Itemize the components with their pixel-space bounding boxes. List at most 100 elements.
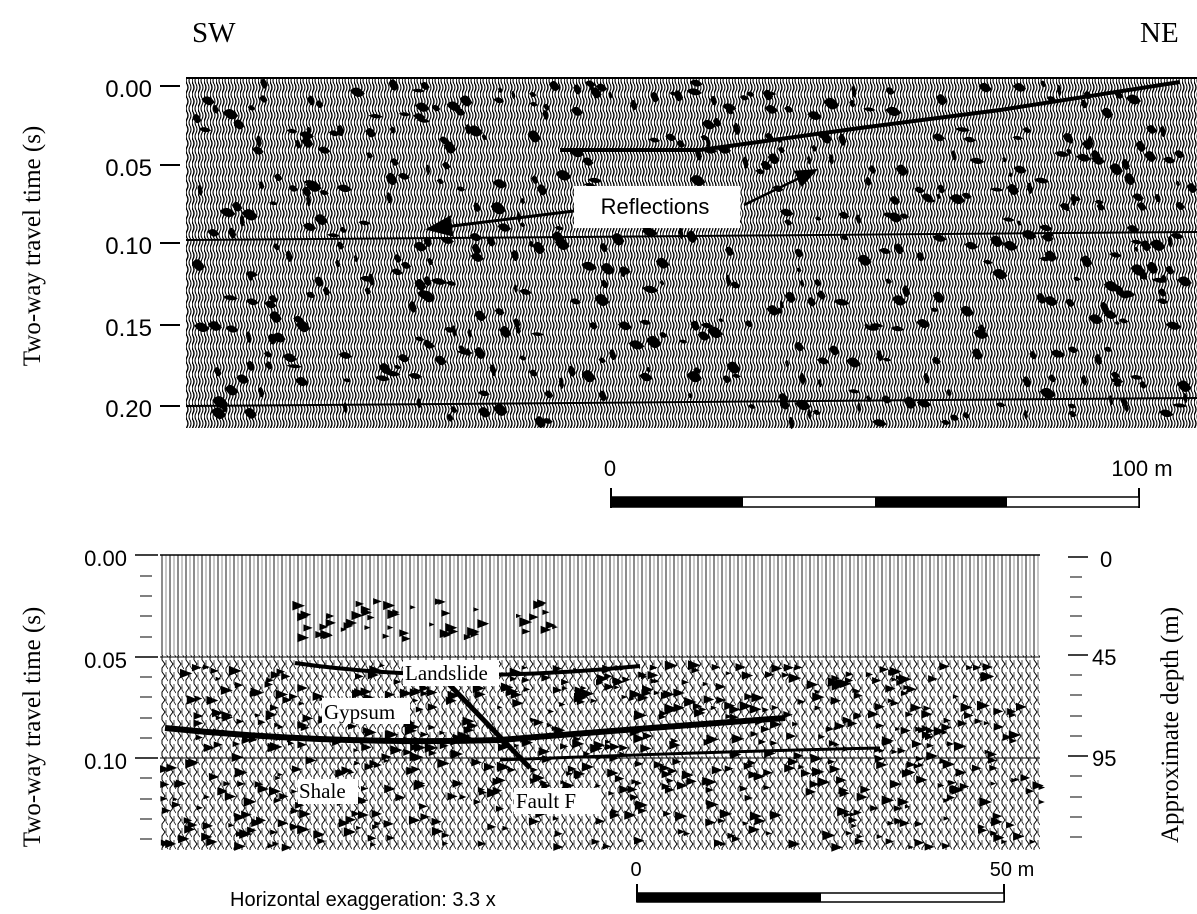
seismic-wavelet — [881, 736, 895, 746]
seismic-wavelet — [983, 721, 990, 726]
seismic-wavelet — [555, 170, 572, 181]
seismic-wavelet — [851, 85, 857, 98]
seismic-wavelet — [1054, 151, 1070, 157]
seismic-wavelet — [702, 776, 714, 786]
seismic-wavelet — [589, 322, 598, 330]
seismic-wavelet — [328, 130, 340, 137]
seismic-wavelet — [301, 137, 314, 148]
seismic-wavelet — [426, 688, 438, 697]
seismic-wavelet — [347, 722, 358, 730]
seismic-wavelet — [1080, 255, 1093, 268]
seismic-wavelet — [701, 119, 716, 130]
seismic-wavelet — [292, 600, 305, 611]
seismic-wavelet — [269, 741, 283, 752]
seismic-wavelet — [269, 704, 279, 712]
seismic-wavelet — [297, 740, 308, 749]
bottom-y-tick-label-right: 45 — [1092, 645, 1116, 670]
seismic-wavelet — [513, 743, 520, 748]
seismic-wavelet — [302, 222, 317, 231]
seismic-wavelet — [511, 90, 516, 100]
seismic-wavelet — [1170, 233, 1184, 239]
seismic-wavelet — [755, 168, 765, 175]
seismic-wavelet — [702, 681, 709, 687]
seismic-wavelet — [689, 175, 706, 186]
reflections-label: Reflections — [601, 194, 710, 219]
seismic-wavelet — [254, 781, 264, 788]
seismic-wavelet — [770, 719, 782, 729]
seismic-wavelet — [1103, 280, 1120, 292]
seismic-wavelet — [1094, 354, 1103, 366]
seismic-wavelet — [807, 297, 816, 307]
seismic-wavelet — [1015, 702, 1027, 712]
reflections-label-box — [574, 186, 740, 228]
seismic-wavelet — [953, 741, 967, 752]
seismic-wavelet — [383, 758, 390, 763]
seismic-wavelet — [1001, 839, 1008, 845]
seismic-wavelet — [979, 797, 993, 807]
seismic-wavelet — [949, 194, 966, 205]
seismic-wavelet — [260, 78, 268, 89]
seismic-wavelet — [637, 693, 649, 702]
seismic-wavelet — [253, 689, 264, 697]
seismic-wavelet — [225, 325, 239, 333]
seismic-wavelet — [237, 780, 246, 787]
seismic-wavelet — [286, 364, 302, 369]
seismic-wavelet — [208, 772, 220, 781]
seismic-wavelet — [530, 766, 538, 773]
seismic-wavelet — [545, 621, 557, 630]
seismic-wavelet — [191, 663, 202, 672]
seismic-wavelet — [976, 700, 990, 711]
seismic-wavelet — [224, 384, 239, 396]
seismic-wavelet — [850, 812, 856, 817]
seismic-wavelet — [247, 826, 257, 834]
seismic-wavelet — [178, 834, 190, 844]
seismic-wavelet — [749, 704, 762, 714]
seismic-wavelet — [534, 416, 546, 428]
seismic-wavelet — [340, 627, 347, 632]
seismic-wavelet — [335, 259, 341, 268]
seismic-wavelet — [255, 135, 262, 148]
seismic-wavelet — [794, 664, 803, 671]
seismic-wavelet — [1088, 314, 1104, 325]
seismic-wavelet — [1067, 346, 1079, 354]
seismic-wavelet — [1115, 321, 1120, 326]
seismic-wavelet — [1009, 737, 1018, 744]
seismic-wavelet — [716, 696, 726, 704]
seismic-wavelet — [470, 252, 484, 262]
seismic-wavelet — [980, 672, 993, 682]
seismic-wavelet — [360, 785, 368, 792]
seismic-wavelet — [1137, 202, 1147, 211]
seismic-wavelet — [473, 799, 482, 805]
seismic-wavelet — [990, 830, 998, 837]
seismic-wavelet — [510, 690, 522, 699]
seismic-wavelet — [160, 839, 169, 846]
seismic-wavelet — [885, 87, 895, 95]
seismic-wavelet — [523, 686, 531, 692]
seismic-wavelet — [942, 842, 951, 850]
seismic-wavelet — [1177, 380, 1192, 393]
seismic-wavelet — [788, 416, 794, 430]
seismic-wavelet — [710, 705, 717, 711]
seismic-wavelet — [642, 285, 659, 294]
seismic-wavelet — [604, 673, 613, 680]
reflections-arrow-left — [425, 209, 575, 237]
seismic-wavelet — [779, 300, 784, 309]
seismic-wavelet — [520, 198, 526, 205]
seismic-wavelet — [446, 696, 457, 705]
seismic-wavelet — [640, 674, 648, 680]
seismic-wavelet — [1008, 730, 1021, 740]
seismic-wavelet — [739, 785, 748, 792]
seismic-wavelet — [421, 290, 435, 303]
top-scale-bar: 0 100 m — [604, 456, 1173, 508]
seismic-wavelet — [1026, 182, 1033, 194]
seismic-wavelet — [210, 667, 219, 674]
seismic-wavelet — [664, 660, 678, 671]
seismic-wavelet — [960, 702, 973, 712]
seismic-wavelet — [650, 91, 660, 103]
seismic-wavelet — [542, 609, 550, 615]
seismic-wavelet — [792, 721, 799, 727]
seismic-wavelet — [692, 702, 703, 710]
seismic-wavelet — [319, 623, 329, 631]
seismic-wavelet — [587, 177, 603, 183]
seismic-wavelet — [633, 733, 646, 744]
